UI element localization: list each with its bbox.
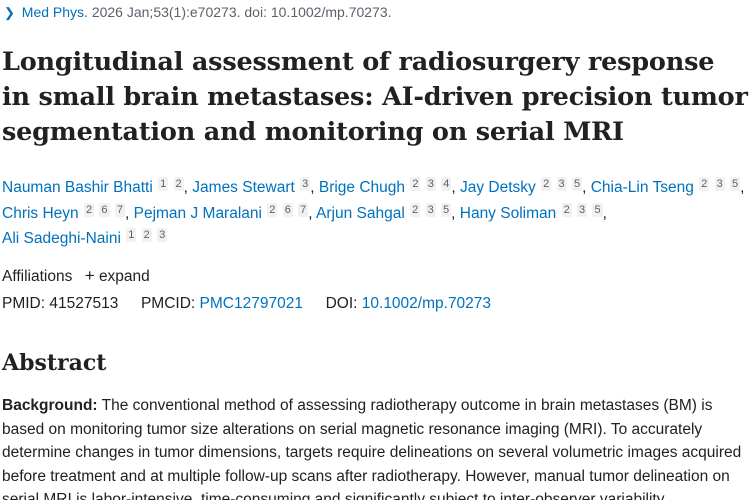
identifiers-row: PMID: 41527513 PMCID: PMC12797021 DOI: 1… [2, 295, 491, 313]
plus-icon[interactable]: + [84, 266, 95, 285]
author-item: Brige Chugh 2 3 4, [318, 177, 456, 196]
affiliation-number[interactable]: 5 [730, 177, 741, 191]
affiliation-number[interactable]: 6 [99, 202, 110, 217]
affiliation-number[interactable]: 2 [141, 228, 152, 242]
author-separator: , [183, 179, 188, 196]
author-list: Nauman Bashir Bhatti 1 2, James Stewart … [2, 175, 748, 252]
affiliation-number[interactable]: 2 [173, 177, 184, 191]
affiliation-number[interactable]: 7 [298, 202, 309, 217]
pmcid-link[interactable]: PMC12797021 [199, 295, 303, 312]
author-name-link[interactable]: Chia-Lin Tseng [590, 179, 694, 196]
affiliation-number[interactable]: 3 [556, 177, 567, 191]
author-separator: , [602, 204, 607, 222]
affiliation-number[interactable]: 2 [561, 202, 572, 217]
chevron-right-icon[interactable]: ❯ [4, 5, 15, 20]
affiliation-number[interactable]: 3 [300, 177, 311, 191]
author-name-link[interactable]: James Stewart [192, 179, 295, 196]
affiliation-number[interactable]: 5 [571, 177, 583, 191]
article-title: Longitudinal assessment of radiosurgery … [2, 47, 748, 147]
affiliation-number[interactable]: 5 [441, 202, 452, 217]
author-name-link[interactable]: Nauman Bashir Bhatti [2, 179, 153, 196]
abstract-text: Background: The conventional method of a… [2, 394, 748, 500]
citation-details: 2026 Jan;53(1):e70273. doi: 10.1002/mp.7… [91, 4, 392, 20]
author-separator: , [308, 204, 313, 222]
author-item: Nauman Bashir Bhatti 1 2, [2, 177, 188, 196]
author-item: Pejman J Maralani 2 6 7, [133, 202, 313, 222]
affiliation-number[interactable]: 7 [114, 202, 125, 217]
affiliation-number[interactable]: 2 [410, 177, 421, 191]
author-item: Chia-Lin Tseng 2 3 5, [590, 177, 745, 196]
author-separator: , [451, 204, 456, 222]
affiliation-number[interactable]: 1 [126, 228, 137, 242]
author-separator: , [310, 179, 315, 196]
author-separator: , [451, 179, 456, 196]
affiliation-number[interactable]: 2 [83, 202, 95, 217]
affiliation-number[interactable]: 5 [592, 202, 603, 217]
expand-affiliations-button[interactable]: expand [98, 268, 150, 285]
author-item: Ali Sadeghi-Naini 1 2 3 [2, 228, 168, 247]
author-name-link[interactable]: Arjun Sahgal [316, 204, 405, 222]
affiliation-number[interactable]: 6 [282, 202, 293, 217]
background-label: Background: [2, 397, 98, 414]
journal-link[interactable]: Med Phys. [21, 4, 88, 20]
author-name-link[interactable]: Jay Detsky [459, 179, 536, 196]
affiliation-number[interactable]: 2 [699, 177, 710, 191]
affiliation-number[interactable]: 3 [157, 228, 168, 242]
affiliation-number[interactable]: 3 [425, 202, 436, 217]
author-item: Hany Soliman 2 3 5, [459, 202, 607, 222]
affiliation-number[interactable]: 3 [425, 177, 436, 191]
pmid-label: PMID: [2, 295, 46, 312]
author-item: Arjun Sahgal 2 3 5, [316, 202, 456, 222]
affiliation-number[interactable]: 2 [267, 202, 278, 217]
doi-label: DOI: [325, 295, 358, 312]
affiliation-number[interactable]: 3 [577, 202, 588, 217]
affiliations-label: Affiliations [2, 268, 73, 285]
author-item: Jay Detsky 2 3 5, [459, 177, 587, 196]
author-name-link[interactable]: Hany Soliman [459, 204, 557, 222]
affiliation-number[interactable]: 2 [410, 202, 421, 217]
abstract-heading: Abstract [2, 350, 107, 376]
author-item: James Stewart 3, [192, 177, 315, 196]
author-separator: , [582, 179, 587, 196]
affiliation-number[interactable]: 4 [441, 177, 452, 191]
affiliations-row: Affiliations + expand [2, 266, 150, 286]
affiliation-number[interactable]: 2 [541, 177, 552, 191]
affiliation-number[interactable]: 1 [158, 177, 169, 191]
author-separator: , [740, 179, 745, 196]
author-name-link[interactable]: Brige Chugh [318, 179, 406, 196]
author-name-link[interactable]: Pejman J Maralani [133, 204, 262, 222]
author-name-link[interactable]: Ali Sadeghi-Naini [2, 230, 121, 247]
pmcid-label: PMCID: [140, 295, 196, 312]
author-item: Chris Heyn 2 6 7, [2, 202, 130, 222]
pmid-value: 41527513 [49, 295, 119, 312]
author-name-link[interactable]: Chris Heyn [2, 204, 79, 222]
background-text: The conventional method of assessing rad… [2, 397, 742, 500]
doi-link[interactable]: 10.1002/mp.70273 [361, 295, 492, 312]
citation-line: ❯ Med Phys. 2026 Jan;53(1):e70273. doi: … [4, 4, 392, 21]
affiliation-number[interactable]: 3 [714, 177, 725, 191]
author-separator: , [124, 204, 130, 222]
